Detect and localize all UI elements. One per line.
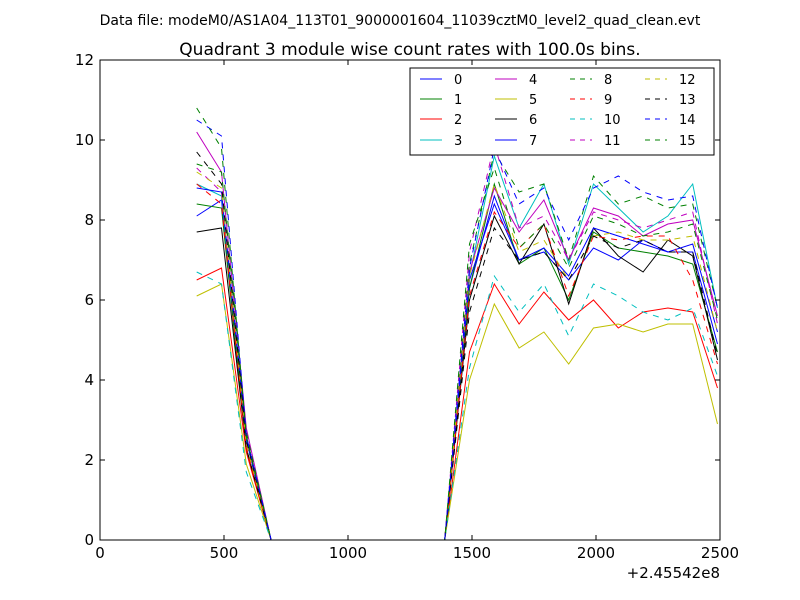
- legend-label-4: 4: [529, 73, 537, 88]
- x-offset-label: +2.45542e8: [627, 564, 720, 582]
- series-line-15: [196, 107, 718, 541]
- y-tick-label: 8: [84, 211, 94, 229]
- chart-suptitle: Data file: modeM0/AS1A04_113T01_90000016…: [100, 13, 701, 29]
- chart-title: Quadrant 3 module wise count rates with …: [179, 40, 640, 60]
- x-tick-label: 2500: [701, 544, 739, 562]
- series-line-8: [196, 150, 718, 541]
- series-line-9: [196, 183, 718, 541]
- series-line-0: [196, 194, 718, 541]
- legend-label-7: 7: [529, 134, 537, 149]
- legend-label-12: 12: [679, 73, 696, 88]
- series-layer: [196, 107, 718, 541]
- x-tick-label: 1000: [329, 544, 367, 562]
- legend-label-2: 2: [454, 113, 462, 128]
- x-tick-label: 2000: [577, 544, 615, 562]
- series-line-11: [196, 142, 718, 541]
- legend-label-10: 10: [604, 113, 621, 128]
- y-tick-label: 10: [75, 131, 94, 149]
- series-line-4: [196, 131, 718, 541]
- x-tick-label: 1500: [453, 544, 491, 562]
- legend-label-15: 15: [679, 134, 696, 149]
- series-line-1: [196, 182, 718, 541]
- legend-label-5: 5: [529, 93, 537, 108]
- y-tick-label: 2: [84, 451, 94, 469]
- x-tick-label: 0: [95, 544, 105, 562]
- legend-label-11: 11: [604, 134, 621, 149]
- legend-label-0: 0: [454, 73, 462, 88]
- legend-label-8: 8: [604, 73, 612, 88]
- legend-label-3: 3: [454, 134, 462, 149]
- series-line-3: [196, 154, 718, 541]
- y-tick-label: 12: [75, 51, 94, 69]
- series-line-14: [196, 119, 718, 541]
- series-line-6: [196, 214, 718, 541]
- series-line-13: [196, 151, 718, 541]
- legend-box: [409, 67, 715, 156]
- x-tick-label: 500: [210, 544, 239, 562]
- legend-label-1: 1: [454, 93, 462, 108]
- legend-label-14: 14: [679, 113, 696, 128]
- legend-label-9: 9: [604, 93, 612, 108]
- y-tick-label: 6: [84, 291, 94, 309]
- y-tick-label: 4: [84, 371, 94, 389]
- y-tick-label: 0: [84, 531, 94, 549]
- legend-label-13: 13: [679, 93, 696, 108]
- legend-label-6: 6: [529, 113, 537, 128]
